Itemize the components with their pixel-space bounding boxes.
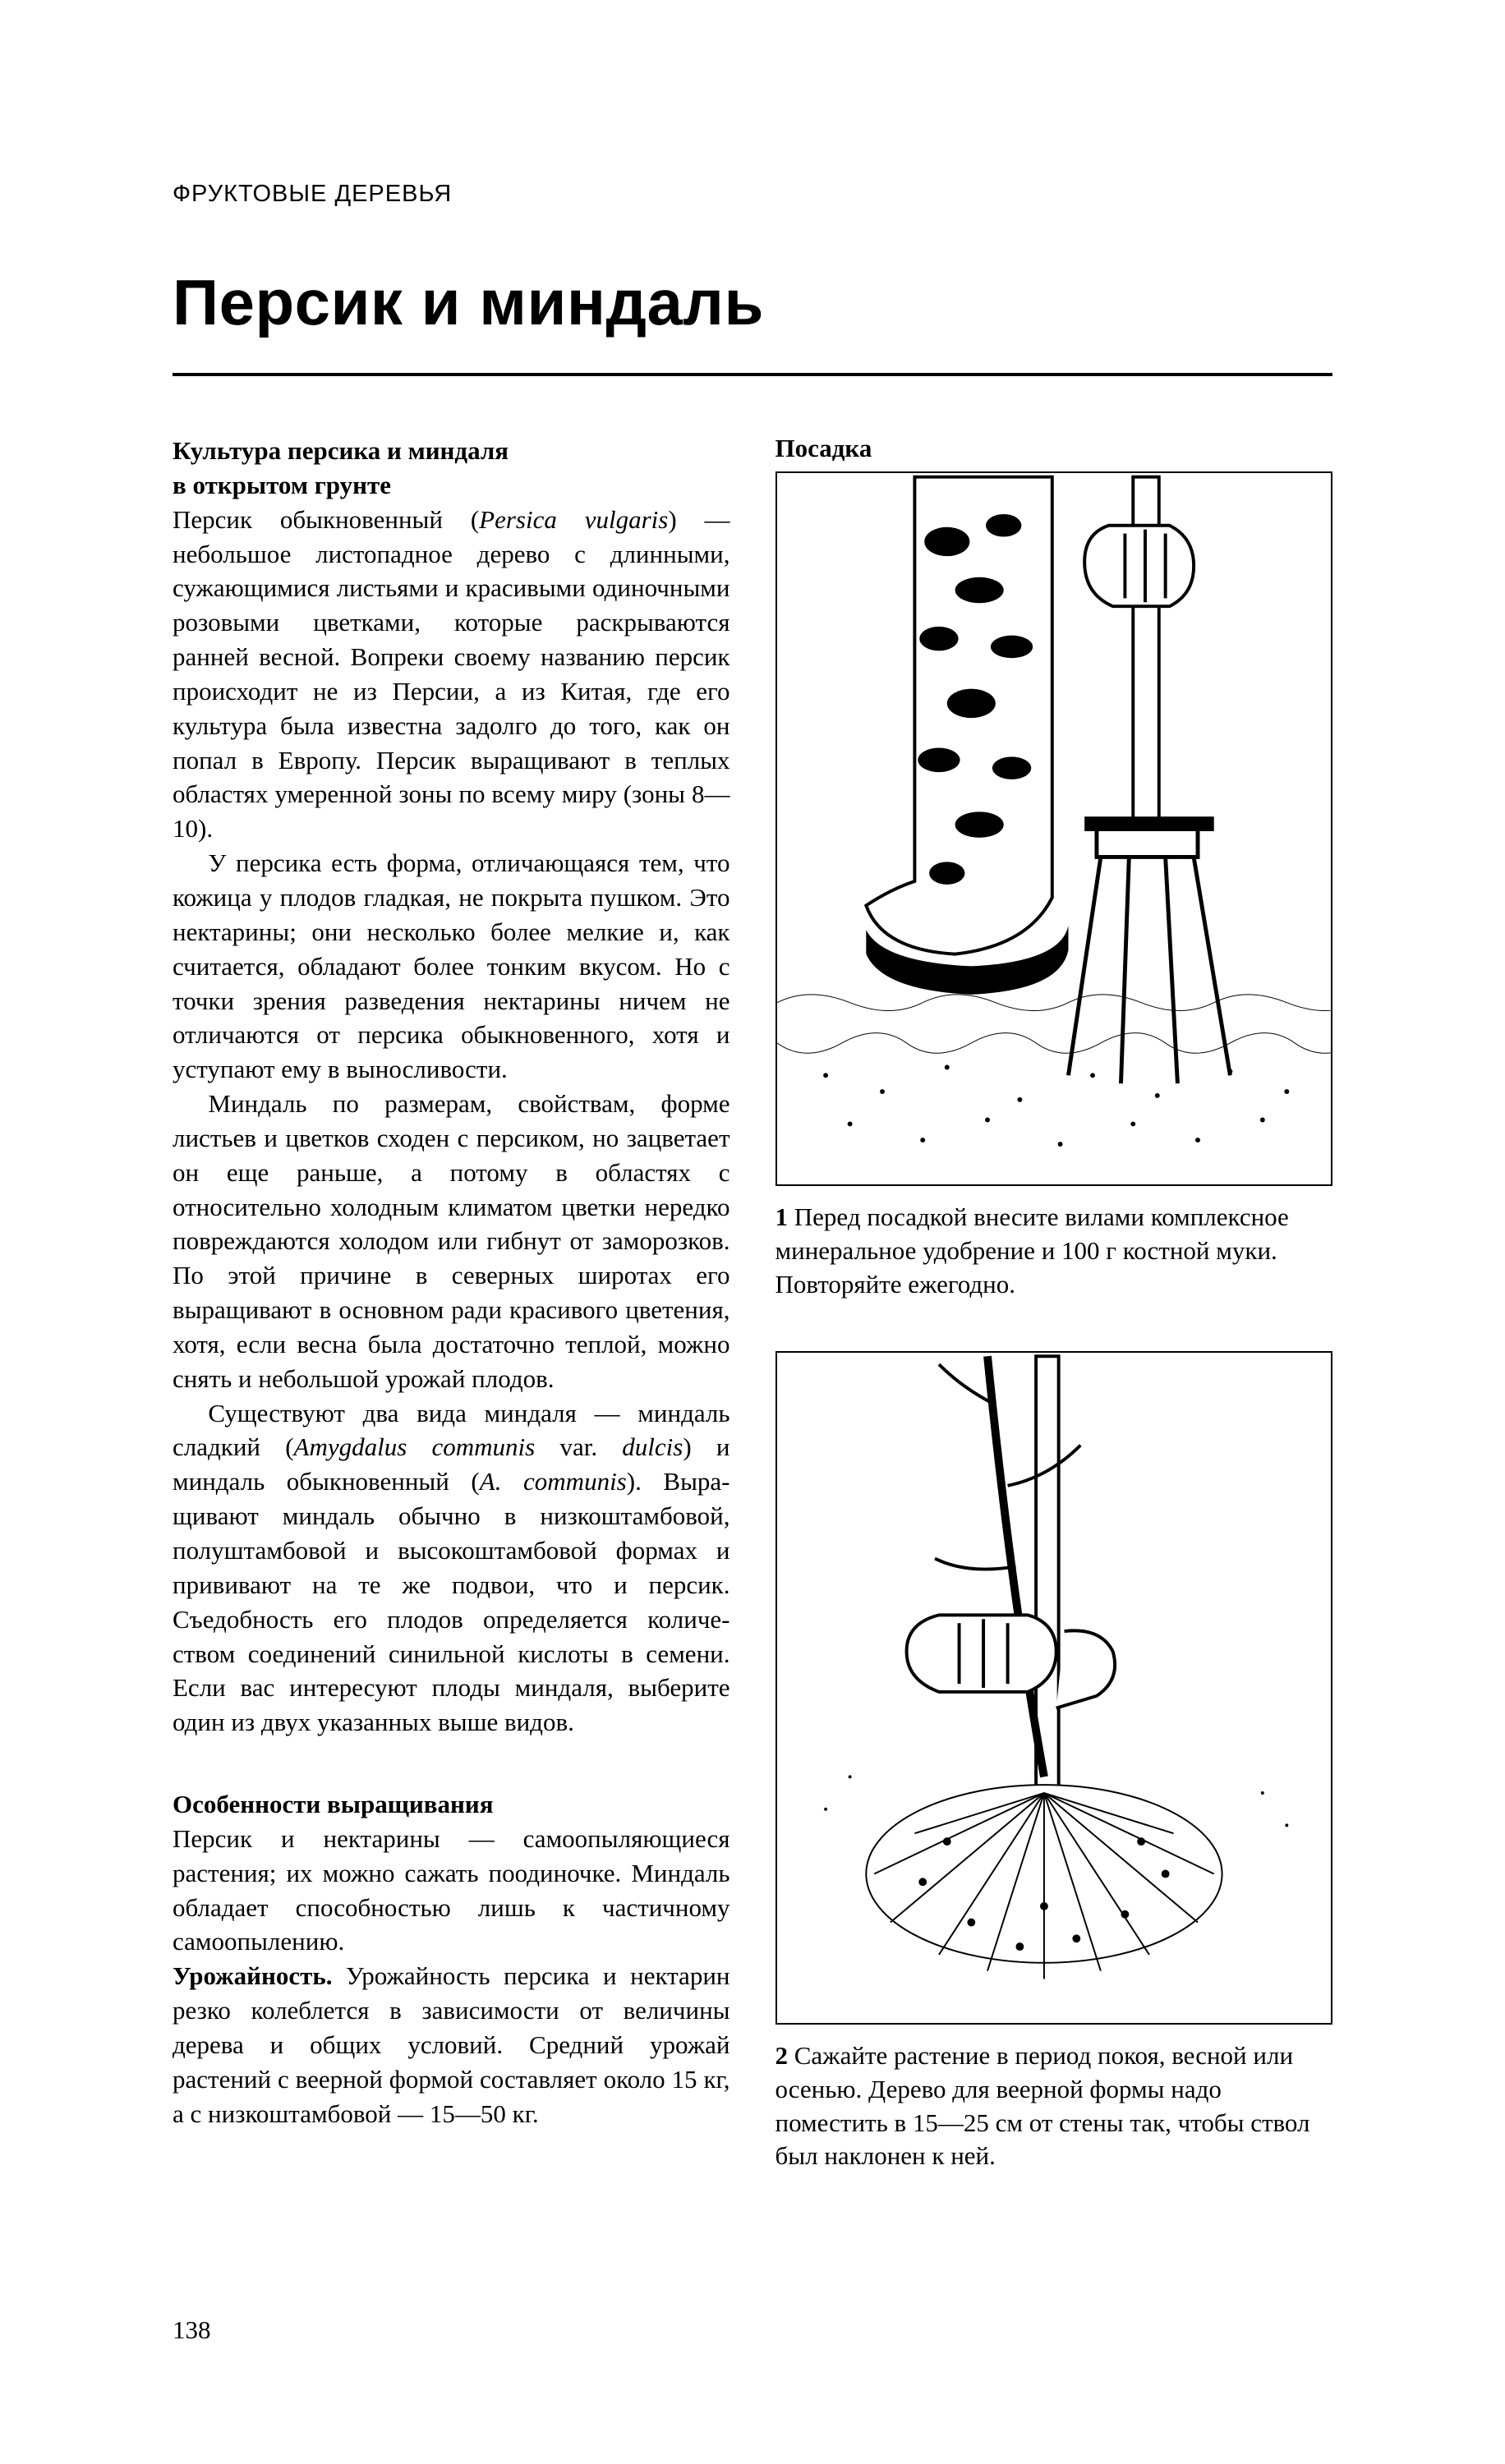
text-run: Персик обыкновенный ( <box>173 505 479 534</box>
run-in-head: Урожайность. <box>173 1961 333 1990</box>
body-paragraph: Урожайность. Урожайность персика и некта… <box>173 1959 730 2131</box>
body-paragraph: Существуют два вида миндаля — миндаль сл… <box>173 1396 730 1740</box>
planting-fork-illustration-icon <box>777 473 1332 1184</box>
text-run: var. <box>535 1432 622 1461</box>
body-paragraph: У персика есть форма, отличающаяся тем, … <box>173 846 730 1087</box>
caption-text: Сажайте растение в период покоя, весной … <box>776 2041 1310 2171</box>
text-run: ). Выра­щивают миндаль обычно в низкошта… <box>173 1467 730 1736</box>
figure-illustration <box>776 471 1333 1186</box>
planting-sapling-illustration-icon <box>777 1353 1332 2023</box>
latin-name: A. communis <box>480 1467 627 1496</box>
figure-illustration <box>776 1351 1333 2025</box>
figure-caption: 2 Сажайте растение в период покоя, весно… <box>776 2039 1333 2174</box>
subhead-line: Культура персика и миндаля <box>173 434 730 468</box>
latin-name: dulcis <box>622 1432 683 1461</box>
article-title: Персик и миндаль <box>173 265 1332 340</box>
figure-block-title: Посадка <box>776 434 1333 463</box>
page-number: 138 <box>173 2315 211 2345</box>
left-column: Культура персика и миндаля в открытом гр… <box>173 434 730 2173</box>
latin-name: Amygdalus communis <box>294 1432 536 1461</box>
running-head: ФРУКТОВЫЕ ДЕРЕВЬЯ <box>173 181 1332 208</box>
caption-text: Перед посадкой внесите вилами комплекс­н… <box>776 1202 1289 1299</box>
right-column: Посадка <box>776 434 1333 2173</box>
body-paragraph: Персик обыкновенный (Persica vulgaris) —… <box>173 503 730 846</box>
text-run: ) — небольшое листопадное дерево с длинн… <box>173 505 730 844</box>
figure-number: 2 <box>776 2041 789 2070</box>
figure-caption: 1 Перед посадкой внесите вилами комплекс… <box>776 1201 1333 1302</box>
title-rule <box>173 373 1332 376</box>
body-paragraph: Персик и нектарины — самоопыляющиеся рас… <box>173 1822 730 1959</box>
vertical-gap <box>173 1740 730 1787</box>
body-paragraph: Миндаль по размерам, свойствам, форме ли… <box>173 1087 730 1396</box>
subhead: Особенности выращивания <box>173 1787 730 1822</box>
latin-name: Persica vulgaris <box>479 505 668 534</box>
subhead-line: в открытом грунте <box>173 468 730 503</box>
columns: Культура персика и миндаля в открытом гр… <box>173 434 1332 2173</box>
figure-number: 1 <box>776 1202 789 1231</box>
page: ФРУКТОВЫЕ ДЕРЕВЬЯ Персик и миндаль Культ… <box>0 0 1505 2464</box>
